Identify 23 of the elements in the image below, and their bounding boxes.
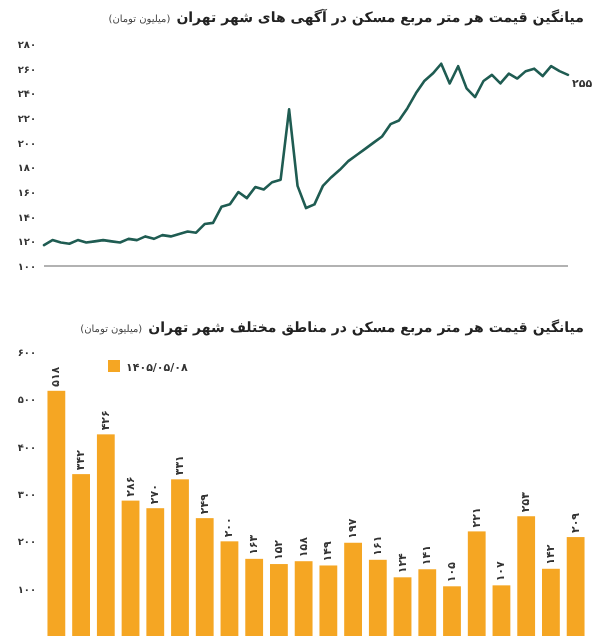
line-series <box>42 62 570 247</box>
bar <box>368 559 387 636</box>
bar <box>344 542 362 636</box>
bar <box>96 434 115 636</box>
bar <box>121 500 140 636</box>
bar <box>319 565 338 636</box>
bar <box>492 585 511 636</box>
bar <box>418 569 437 636</box>
bar <box>270 564 288 636</box>
bar <box>566 537 585 636</box>
bar <box>47 390 66 636</box>
bar <box>171 479 189 636</box>
bar <box>542 568 560 636</box>
bar <box>517 516 536 636</box>
bar <box>72 474 90 636</box>
bar <box>294 561 313 636</box>
bar <box>220 541 239 636</box>
bar <box>245 558 264 636</box>
bar <box>146 508 165 636</box>
bar <box>443 586 461 636</box>
bar <box>195 518 214 636</box>
bar <box>467 531 486 636</box>
bar <box>393 577 412 636</box>
